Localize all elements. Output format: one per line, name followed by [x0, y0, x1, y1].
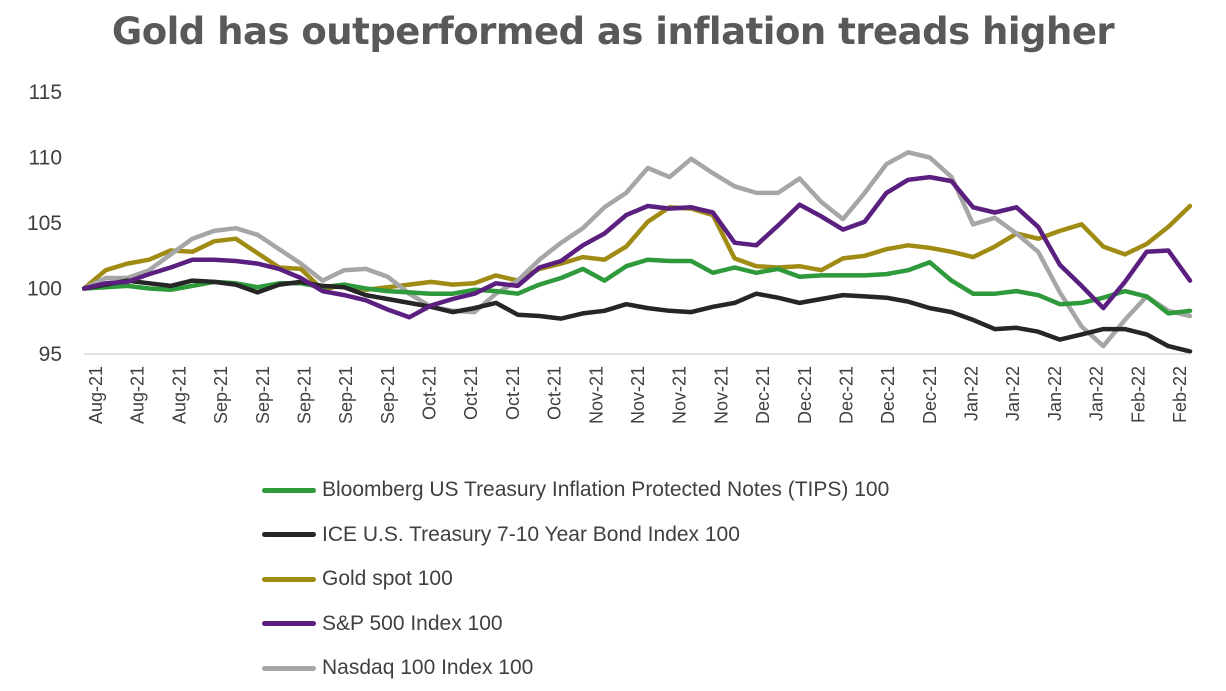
legend-label: Nasdaq 100 Index 100 — [322, 656, 534, 680]
x-tick-label: Aug-21 — [128, 366, 148, 424]
y-tick-label: 95 — [39, 343, 62, 366]
x-tick-label: Jan-22 — [1003, 366, 1023, 421]
series-line — [82, 174, 1193, 320]
x-tick-label: Sep-21 — [295, 366, 315, 424]
x-axis-ticks: Aug-21 Aug-21 Aug-21 Sep-21 Sep-21 Sep-21 Sep-… — [86, 366, 1190, 424]
legend-item: Nasdaq 100 Index 100 — [262, 646, 889, 691]
legend-label: Bloomberg US Treasury Inflation Protecte… — [322, 478, 890, 502]
legend-item: S&P 500 Index 100 — [262, 602, 889, 647]
x-tick-label: Oct-21 — [461, 366, 481, 420]
x-tick-label: Dec-21 — [837, 366, 857, 424]
y-tick-label: 105 — [27, 212, 62, 235]
x-tick-label: Sep-21 — [211, 366, 231, 424]
legend-item: Bloomberg US Treasury Inflation Protecte… — [262, 468, 889, 513]
y-tick-label: 110 — [29, 147, 62, 170]
x-tick-label: Dec-21 — [920, 366, 940, 424]
x-tick-label: Nov-21 — [670, 366, 690, 424]
x-tick-label: Sep-21 — [378, 366, 398, 424]
legend-swatch — [262, 665, 316, 671]
legend-swatch — [262, 621, 316, 627]
x-tick-label: Feb-22 — [1128, 366, 1148, 423]
x-tick-label: Jan-22 — [1045, 366, 1065, 421]
series-line — [82, 257, 1193, 316]
x-tick-label: Jan-22 — [1087, 366, 1107, 421]
legend-label: S&P 500 Index 100 — [322, 611, 503, 635]
x-tick-label: Oct-21 — [420, 366, 440, 420]
legend-item: Gold spot 100 — [262, 557, 889, 602]
y-tick-label: 100 — [27, 278, 62, 301]
y-axis-ticks: 95 100 105 110 115 — [27, 81, 62, 366]
x-tick-label: Nov-21 — [711, 366, 731, 424]
legend-label: ICE U.S. Treasury 7-10 Year Bond Index 1… — [322, 522, 740, 546]
legend-swatch — [262, 576, 316, 582]
series-line — [82, 150, 1193, 349]
legend-swatch — [262, 532, 316, 538]
x-tick-label: Dec-21 — [795, 366, 815, 424]
x-tick-label: Aug-21 — [169, 366, 189, 424]
x-tick-label: Nov-21 — [586, 366, 606, 424]
series-line — [82, 203, 1193, 293]
x-tick-label: Dec-21 — [878, 366, 898, 424]
line-chart: 95 100 105 110 115 Aug-21 Aug-21 Aug-21 Sep-21 S… — [27, 81, 1193, 424]
legend: Bloomberg US Treasury Inflation Protecte… — [262, 468, 889, 691]
legend-swatch — [262, 487, 316, 493]
series-lines — [82, 150, 1193, 354]
x-tick-label: Feb-22 — [1170, 366, 1190, 423]
y-tick-label: 115 — [29, 81, 62, 104]
x-tick-label: Jan-22 — [962, 366, 982, 421]
x-tick-label: Aug-21 — [86, 366, 106, 424]
x-tick-label: Oct-21 — [503, 366, 523, 420]
x-tick-label: Oct-21 — [545, 366, 565, 420]
x-tick-label: Nov-21 — [628, 366, 648, 424]
series-line — [82, 278, 1193, 354]
legend-item: ICE U.S. Treasury 7-10 Year Bond Index 1… — [262, 513, 889, 558]
x-tick-label: Sep-21 — [336, 366, 356, 424]
x-tick-label: Dec-21 — [753, 366, 773, 424]
legend-label: Gold spot 100 — [322, 567, 453, 591]
chart-title: Gold has outperformed as inflation tread… — [111, 10, 1115, 53]
x-tick-label: Sep-21 — [253, 366, 273, 424]
